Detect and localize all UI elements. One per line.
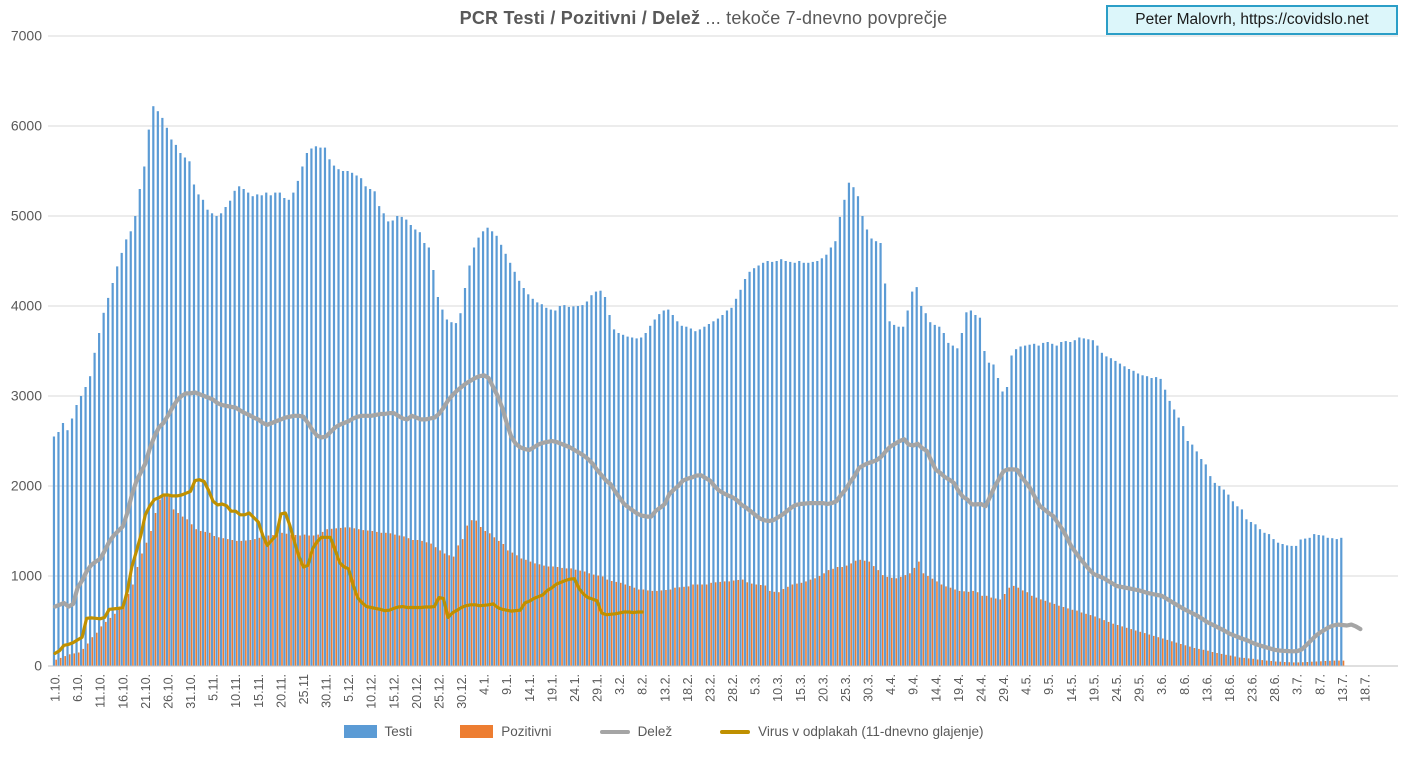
title-main: PCR Testi / Pozitivni / Delež xyxy=(459,8,701,28)
y-axis-label: 6000 xyxy=(11,118,42,134)
x-axis-label: 4.1. xyxy=(478,674,492,695)
legend-label-pozitivni: Pozitivni xyxy=(501,724,552,739)
legend-item-delez: Delež xyxy=(599,724,673,739)
x-axis-label: 5.12. xyxy=(342,674,356,702)
x-axis-label: 15.11. xyxy=(252,674,266,708)
x-axis-label: 8.7. xyxy=(1313,674,1327,695)
x-axis-label: 9.4. xyxy=(907,674,921,695)
x-axis-label: 14.5. xyxy=(1065,674,1079,702)
y-axis-label: 5000 xyxy=(11,208,42,224)
x-axis-label: 26.10. xyxy=(161,674,175,709)
x-axis-label: 5.11. xyxy=(207,674,221,701)
pozitivni-swatch-icon xyxy=(460,725,494,738)
virus-swatch-icon xyxy=(720,729,751,734)
x-axis-label: 30.12. xyxy=(455,674,469,709)
x-axis-label: 6.10. xyxy=(71,674,85,702)
x-axis-label: 9.5. xyxy=(1042,674,1056,695)
x-axis-label: 29.1. xyxy=(591,674,605,702)
x-axis-label: 29.4. xyxy=(997,674,1011,702)
line-virus xyxy=(53,478,644,656)
x-axis-label: 16.10. xyxy=(116,674,130,709)
x-axis-label: 3.2. xyxy=(613,674,627,695)
y-axis-labels: 0 1000 2000 3000 4000 5000 6000 7000 xyxy=(11,28,42,674)
x-axis-label: 31.10. xyxy=(184,674,198,709)
x-axis-label: 29.5. xyxy=(1133,674,1147,702)
x-axis-label: 4.5. xyxy=(1020,674,1034,695)
x-axis-label: 25.12. xyxy=(432,674,446,709)
legend-label-testi: Testi xyxy=(384,724,413,739)
x-axis-label: 19.5. xyxy=(1087,674,1101,702)
x-axis-label: 14.4. xyxy=(929,674,943,702)
x-axis-label: 24.5. xyxy=(1110,674,1124,702)
x-axis-label: 18.2. xyxy=(681,674,695,702)
x-axis-labels: 1.10. 6.10. 11.10. 16.10. 21.10. 26.10. 31.10.… xyxy=(49,674,1373,709)
legend-label-virus: Virus v odplakah (11-dnevno glajenje) xyxy=(758,724,984,739)
x-axis-label: 9.1. xyxy=(500,674,514,695)
y-axis-label: 0 xyxy=(34,658,42,674)
legend-item-virus: Virus v odplakah (11-dnevno glajenje) xyxy=(720,724,983,739)
x-axis-label: 13.2. xyxy=(658,674,672,702)
x-axis-label: 15.3. xyxy=(794,674,808,702)
x-axis-label: 5.3. xyxy=(749,674,763,695)
x-axis-label: 10.3. xyxy=(771,674,785,702)
x-axis-label: 21.10. xyxy=(139,674,153,709)
x-axis-label: 23.6. xyxy=(1246,674,1260,702)
bars-testi xyxy=(52,106,1343,667)
x-axis-label: 25.11 xyxy=(297,674,311,704)
y-axis-label: 4000 xyxy=(11,298,42,314)
x-axis-label: 10.11. xyxy=(229,674,243,708)
title-suffix: ... tekoče 7-dnevno povprečje xyxy=(700,8,948,28)
x-axis-label: 15.12. xyxy=(387,674,401,709)
x-axis-label: 30.3. xyxy=(862,674,876,702)
x-axis-label: 18.6. xyxy=(1223,674,1237,702)
x-axis-label: 8.2. xyxy=(636,674,650,695)
credit-text: Peter Malovrh, https://covidslo.net xyxy=(1135,11,1369,28)
legend-item-testi: Testi xyxy=(343,724,413,739)
x-axis-label: 4.4. xyxy=(884,674,898,695)
x-axis-label: 24.4. xyxy=(975,674,989,702)
y-axis-label: 3000 xyxy=(11,388,42,404)
x-axis-label: 19.1. xyxy=(545,674,559,702)
y-axis-label: 2000 xyxy=(11,478,42,494)
x-axis-label: 23.2. xyxy=(704,674,718,702)
y-axis-label: 1000 xyxy=(11,568,42,584)
x-axis-label: 8.6. xyxy=(1178,674,1192,695)
credit-box: Peter Malovrh, https://covidslo.net xyxy=(1106,5,1398,35)
x-axis-label: 20.3. xyxy=(816,674,830,702)
x-axis-label: 20.11. xyxy=(274,674,288,708)
x-axis-label: 3.6. xyxy=(1155,674,1169,695)
x-axis-label: 20.12. xyxy=(410,674,424,709)
testi-swatch-icon xyxy=(343,725,377,738)
line-delez xyxy=(52,373,1363,654)
x-axis-label: 24.1. xyxy=(568,674,582,702)
x-axis-label: 30.11. xyxy=(320,674,334,708)
legend-label-delez: Delež xyxy=(637,724,673,739)
page-title: PCR Testi / Pozitivni / Delež ... tekoče… xyxy=(0,8,1407,29)
x-axis-label: 13.7. xyxy=(1336,674,1350,702)
x-axis-label: 28.2. xyxy=(726,674,740,702)
delez-swatch-icon xyxy=(599,729,630,734)
legend-item-pozitivni: Pozitivni xyxy=(460,724,552,739)
y-axis-label: 7000 xyxy=(11,28,42,44)
x-axis-label: 14.1. xyxy=(523,674,537,702)
x-axis-label: 11.10. xyxy=(94,674,108,708)
x-axis-label: 19.4. xyxy=(952,674,966,702)
legend: Testi Pozitivni Delež Virus v odplakah (… xyxy=(0,724,1367,739)
x-axis-label: 1.10. xyxy=(49,674,63,702)
x-axis-label: 18.7. xyxy=(1358,674,1372,702)
x-axis-label: 25.3. xyxy=(839,674,853,702)
x-axis-label: 3.7. xyxy=(1291,674,1305,695)
x-axis-label: 10.12. xyxy=(365,674,379,709)
x-axis-label: 13.6. xyxy=(1200,674,1214,702)
x-axis-label: 28.6. xyxy=(1268,674,1282,702)
